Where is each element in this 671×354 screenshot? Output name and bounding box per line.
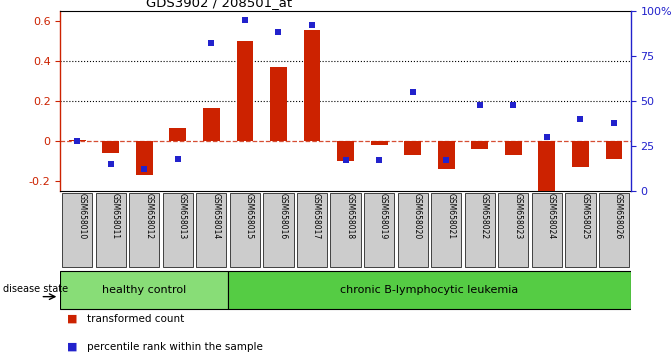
Text: GSM658023: GSM658023 <box>513 194 522 240</box>
Bar <box>605 141 623 159</box>
Bar <box>229 193 260 268</box>
Bar <box>60 271 228 309</box>
Bar <box>228 271 631 309</box>
Point <box>441 158 452 163</box>
Text: GSM658026: GSM658026 <box>614 194 623 240</box>
Text: disease state: disease state <box>3 284 68 293</box>
Text: GDS3902 / 208501_at: GDS3902 / 208501_at <box>146 0 292 10</box>
Text: ■: ■ <box>67 314 78 324</box>
Point <box>105 161 116 167</box>
Bar <box>203 108 220 141</box>
Bar <box>338 141 354 161</box>
Text: GSM658015: GSM658015 <box>245 194 254 240</box>
Bar <box>371 141 388 145</box>
Bar <box>163 193 193 268</box>
Point <box>407 89 418 95</box>
Point <box>374 158 384 163</box>
Bar <box>532 193 562 268</box>
Bar <box>398 193 428 268</box>
Bar <box>169 128 187 141</box>
Bar <box>297 193 327 268</box>
Bar <box>472 141 488 149</box>
Point <box>508 102 519 107</box>
Point <box>575 116 586 122</box>
Text: GSM658018: GSM658018 <box>346 194 354 240</box>
Bar <box>69 140 86 141</box>
Bar <box>263 193 294 268</box>
Point <box>609 120 619 125</box>
Point <box>474 102 485 107</box>
Bar <box>572 141 589 167</box>
Text: GSM658025: GSM658025 <box>580 194 589 240</box>
Text: GSM658010: GSM658010 <box>77 194 86 240</box>
Bar <box>130 193 160 268</box>
Point <box>273 29 284 35</box>
Text: GSM658022: GSM658022 <box>480 194 488 240</box>
Text: ■: ■ <box>67 342 78 352</box>
Bar <box>599 193 629 268</box>
Text: transformed count: transformed count <box>87 314 185 324</box>
Bar <box>270 67 287 141</box>
Text: GSM658016: GSM658016 <box>278 194 287 240</box>
Text: chronic B-lymphocytic leukemia: chronic B-lymphocytic leukemia <box>340 285 519 295</box>
Bar <box>465 193 495 268</box>
Bar <box>197 193 227 268</box>
Bar <box>136 141 153 175</box>
Bar <box>431 193 462 268</box>
Bar <box>499 193 529 268</box>
Text: GSM658011: GSM658011 <box>111 194 119 240</box>
Bar <box>566 193 596 268</box>
Point <box>172 156 183 161</box>
Text: GSM658017: GSM658017 <box>312 194 321 240</box>
Bar <box>438 141 455 169</box>
Point <box>340 158 351 163</box>
Point <box>72 138 83 143</box>
Bar <box>331 193 361 268</box>
Bar <box>237 41 254 141</box>
Text: GSM658014: GSM658014 <box>211 194 220 240</box>
Point <box>206 40 217 46</box>
Text: GSM658019: GSM658019 <box>379 194 388 240</box>
Bar <box>62 193 93 268</box>
Text: GSM658021: GSM658021 <box>446 194 455 240</box>
Bar <box>96 193 126 268</box>
Text: GSM658013: GSM658013 <box>178 194 187 240</box>
Text: GSM658020: GSM658020 <box>413 194 421 240</box>
Text: GSM658024: GSM658024 <box>547 194 556 240</box>
Bar <box>103 141 119 153</box>
Bar <box>505 141 522 155</box>
Bar <box>364 193 395 268</box>
Point <box>240 17 250 23</box>
Point <box>307 22 317 28</box>
Text: percentile rank within the sample: percentile rank within the sample <box>87 342 263 352</box>
Text: GSM658012: GSM658012 <box>144 194 153 240</box>
Bar <box>304 30 321 141</box>
Text: healthy control: healthy control <box>102 285 187 295</box>
Point <box>139 167 150 172</box>
Bar <box>405 141 421 155</box>
Point <box>541 134 552 140</box>
Bar <box>539 141 556 193</box>
